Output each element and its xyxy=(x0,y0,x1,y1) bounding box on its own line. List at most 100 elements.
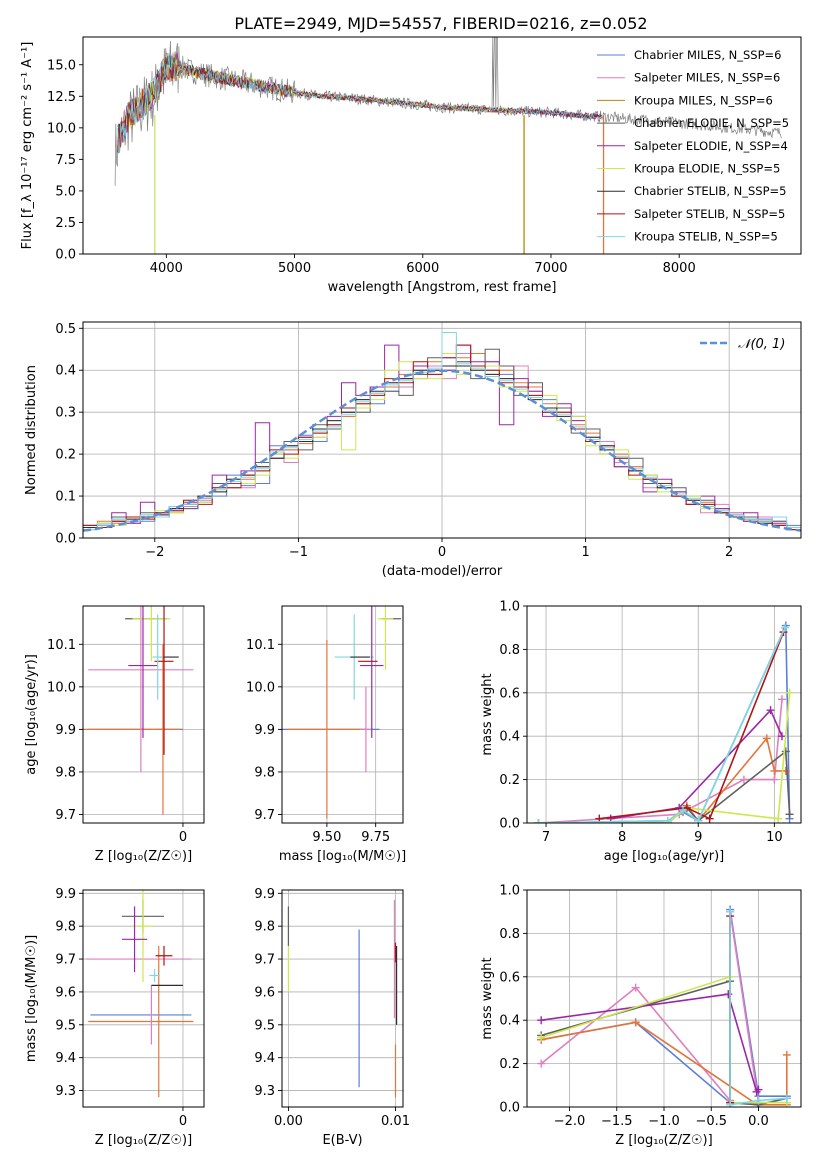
weight_vs_Z-plot-area xyxy=(537,905,791,1107)
weight-marker xyxy=(694,816,703,823)
weight-marker xyxy=(777,732,786,741)
x-tick-label: 0.00 xyxy=(274,1114,303,1129)
y-tick-label: 5.0 xyxy=(55,184,76,199)
mass_vs_EBV-x-axis-label: E(B-V) xyxy=(322,1133,362,1148)
gaussian-curve xyxy=(83,369,801,532)
x-tick-label: 0 xyxy=(179,830,187,845)
y-tick-label: 0.0 xyxy=(499,1101,520,1116)
y-tick-label: 0.5 xyxy=(55,322,76,337)
y-tick-label: 9.7 xyxy=(55,808,76,823)
y-tick-label: 0.2 xyxy=(499,773,520,788)
x-tick-label: 8 xyxy=(618,830,626,845)
weight-line xyxy=(538,625,791,823)
y-tick-label: 0.4 xyxy=(55,364,76,379)
y-tick-label: 9.3 xyxy=(55,1084,76,1099)
x-tick-label: 7 xyxy=(542,830,550,845)
age_vs_Z-x-axis-label: Z [log₁₀(Z/Z☉)] xyxy=(95,849,192,864)
weight-marker xyxy=(726,907,735,916)
weight-series xyxy=(534,688,794,823)
y-tick-label: 0.3 xyxy=(55,406,76,421)
x-tick-label: 2 xyxy=(725,545,733,560)
mass_vs_EBV-plot-area xyxy=(287,899,398,1098)
x-tick-label: 0 xyxy=(179,1114,187,1129)
x-tick-label: 9.75 xyxy=(361,830,390,845)
y-tick-label: 10.0 xyxy=(246,680,275,695)
y-tick-label: 9.4 xyxy=(55,1051,76,1066)
legend-entry: Salpeter MILES, N_SSP=6 xyxy=(634,71,780,85)
y-tick-label: 0.0 xyxy=(55,248,76,263)
errorbar-point xyxy=(88,606,194,772)
weight-line xyxy=(729,911,787,1106)
residuals-y-axis-label: Normed distribution xyxy=(24,365,39,495)
y-tick-label: 9.9 xyxy=(55,887,76,902)
spectrum-panel: Chabrier MILES, N_SSP=6 Salpeter MILES, N… xyxy=(20,36,802,295)
model-spectrum-line xyxy=(117,55,602,153)
y-tick-label: 10.1 xyxy=(47,638,76,653)
weight-marker xyxy=(782,1094,791,1103)
y-tick-label: 1.0 xyxy=(499,600,520,615)
x-tick-label: 9 xyxy=(694,830,702,845)
weight-marker xyxy=(766,706,775,715)
weight_vs_age-frame xyxy=(526,605,802,824)
weight-marker xyxy=(631,983,640,992)
age_vs_mass-x-axis-label: mass [log₁₀(M/M☉)] xyxy=(279,849,406,864)
weight-line xyxy=(538,627,786,823)
legend-entry: Kroupa STELIB, N_SSP=5 xyxy=(634,230,778,244)
age_vs_Z-plot-area xyxy=(83,606,194,815)
residuals-plot-area xyxy=(83,332,801,538)
weight-marker xyxy=(631,1018,640,1027)
weight_vs_Z-panel: −2.0 −1.5 −1.0 −0.5 0.0 0.0 0.2 0.4 0.6 0.8 1.0 Z [… xyxy=(480,884,802,1148)
weight-line xyxy=(541,993,760,1094)
weight-marker xyxy=(534,819,543,823)
weight-line xyxy=(610,708,783,820)
x-tick-label: −0.5 xyxy=(695,1114,727,1129)
mass_vs_Z-frame xyxy=(82,889,205,1108)
weight-marker xyxy=(774,814,783,823)
model-spectrum-line xyxy=(117,53,603,153)
y-tick-label: 0.2 xyxy=(55,448,76,463)
weight-marker xyxy=(705,814,714,823)
y-tick-label: 0.6 xyxy=(499,686,520,701)
mass_vs_EBV-frame xyxy=(281,889,404,1108)
x-tick-label: 0.0 xyxy=(748,1114,769,1129)
errorbar-point xyxy=(128,606,158,738)
errorbar-point xyxy=(287,640,366,819)
weight-marker xyxy=(537,1059,546,1068)
weight-marker xyxy=(724,990,733,999)
weight-series xyxy=(534,623,790,823)
x-tick-label: 6000 xyxy=(406,261,439,276)
y-tick-label: 9.9 xyxy=(254,723,275,738)
weight-series xyxy=(726,907,791,1107)
y-tick-label: 0.8 xyxy=(499,927,520,942)
y-tick-label: 9.8 xyxy=(254,920,275,935)
x-tick-label: 9.50 xyxy=(312,830,341,845)
y-tick-label: 10.0 xyxy=(47,680,76,695)
weight_vs_age-y-axis-label: mass weight xyxy=(480,673,495,755)
observed-spectrum-line xyxy=(114,37,782,186)
legend-entry: Chabrier STELIB, N_SSP=5 xyxy=(634,184,786,198)
y-tick-label: 15.0 xyxy=(47,58,76,73)
errorbar-point xyxy=(150,985,153,1045)
legend-entry: Salpeter ELODIE, N_SSP=4 xyxy=(634,139,788,153)
errorbar-point xyxy=(152,614,163,700)
errorbar-point xyxy=(360,686,372,772)
y-tick-label: 9.6 xyxy=(254,985,275,1000)
age_vs_mass-panel: 9.50 9.75 9.7 9.8 9.9 10.0 10.1 mass [log₁₀(M/M… xyxy=(246,605,406,864)
y-tick-label: 10.0 xyxy=(47,121,76,136)
y-tick-label: 0.4 xyxy=(499,730,520,745)
weight_vs_age-x-axis-label: age [log₁₀(age/yr)] xyxy=(604,849,725,864)
weight-marker xyxy=(782,1050,791,1059)
model-spectrum-line xyxy=(117,63,603,154)
legend-entry: Salpeter STELIB, N_SSP=5 xyxy=(634,207,785,221)
mass_vs_Z-y-axis-label: mass [log₁₀(M/M☉)] xyxy=(24,935,39,1062)
y-tick-label: 9.8 xyxy=(55,765,76,780)
y-tick-label: 9.5 xyxy=(254,1018,275,1033)
weight-marker xyxy=(777,695,786,704)
weight_vs_Z-y-axis-label: mass weight xyxy=(480,957,495,1039)
weight-marker xyxy=(537,1033,546,1042)
x-tick-label: 4000 xyxy=(150,261,183,276)
y-tick-label: 10.1 xyxy=(246,638,275,653)
weight-marker xyxy=(785,688,794,697)
weight-marker xyxy=(537,1016,546,1025)
